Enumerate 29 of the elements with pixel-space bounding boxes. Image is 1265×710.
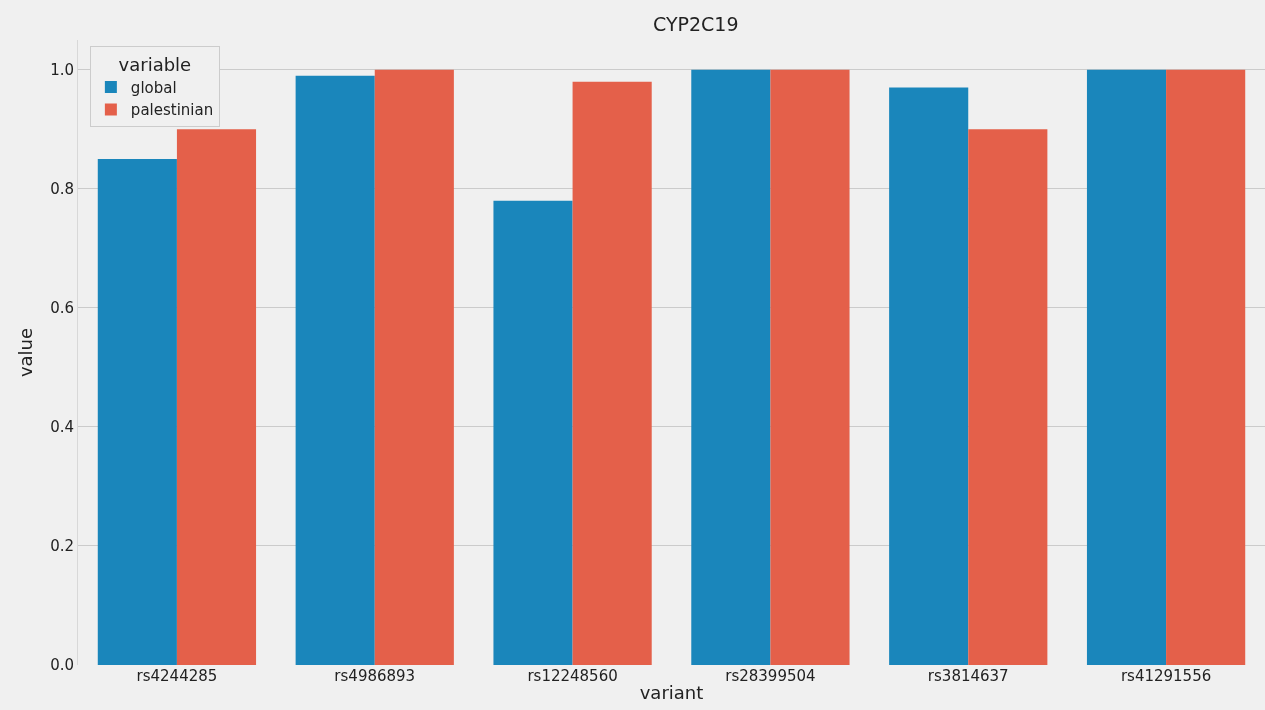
- x-tick-label: rs3814637: [927, 667, 1009, 685]
- y-tick-label: 0.6: [50, 299, 74, 318]
- x-tick-label: rs4244285: [136, 667, 218, 685]
- x-tick-label: rs12248560: [527, 667, 618, 685]
- bar: [97, 159, 177, 665]
- legend-title: variable: [118, 53, 192, 75]
- y-tick-label: 0.0: [50, 656, 74, 675]
- bar: [770, 69, 850, 665]
- y-axis-title: value: [15, 327, 36, 378]
- x-axis-title: variant: [639, 682, 704, 704]
- legend-label: palestinian: [130, 101, 214, 120]
- y-tick-label: 0.4: [50, 418, 74, 437]
- bar: [1086, 69, 1167, 665]
- y-tick-label: 0.8: [50, 180, 74, 199]
- x-tick-label: rs28399504: [725, 667, 816, 685]
- x-tick-label: rs41291556: [1120, 667, 1212, 685]
- bar: [493, 200, 573, 665]
- chart-title: CYP2C19: [652, 13, 739, 36]
- y-tick-label: 0.2: [50, 537, 74, 556]
- bar: [889, 87, 969, 665]
- bar: [968, 129, 1048, 665]
- bar: [691, 69, 771, 665]
- bar: [374, 69, 454, 665]
- y-tick-label: 1.0: [50, 61, 74, 80]
- bar: [295, 75, 375, 665]
- legend-label: global: [130, 78, 177, 97]
- x-tick-label: rs4986893: [334, 667, 416, 685]
- bar: [572, 81, 652, 665]
- bar: [1166, 69, 1246, 665]
